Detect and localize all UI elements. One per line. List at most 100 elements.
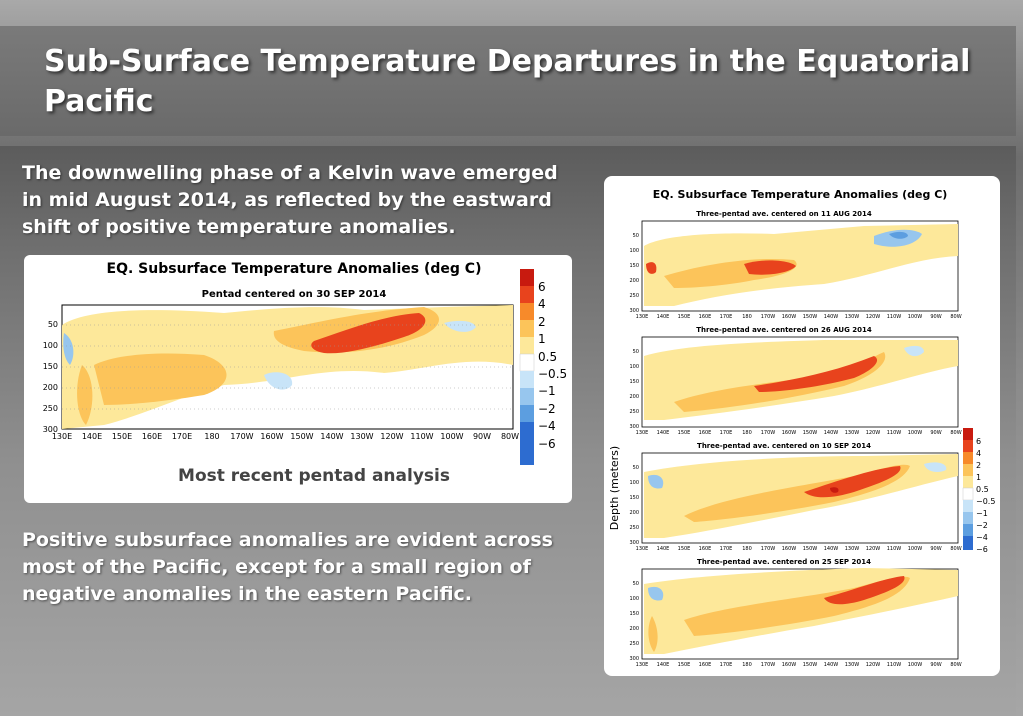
- x-tick: 180: [742, 662, 752, 668]
- x-tick: 110W: [887, 546, 902, 552]
- x-tick: 160E: [699, 430, 712, 436]
- x-tick: 180: [742, 546, 752, 552]
- main-plot: EQ. Subsurface Temperature Anomalies (de…: [43, 261, 567, 486]
- x-tick: 80W: [501, 432, 519, 441]
- y-tick: 50: [633, 233, 639, 239]
- slide-title: Sub-Surface Temperature Departures in th…: [44, 44, 971, 119]
- x-tick: 160W: [782, 430, 797, 436]
- x-tick: 90W: [930, 430, 941, 436]
- x-tick: 180: [204, 432, 219, 441]
- legend-label: −6: [976, 545, 988, 554]
- y-tick: 50: [48, 320, 58, 329]
- x-tick: 170W: [761, 314, 776, 320]
- legend-label: −2: [538, 402, 556, 416]
- x-tick: 90W: [930, 662, 941, 668]
- y-tick: 300: [629, 424, 639, 430]
- legend-label: 0.5: [976, 485, 989, 494]
- x-tick: 80W: [950, 314, 961, 320]
- series-plot: EQ. Subsurface Temperature Anomalies (de…: [608, 188, 995, 668]
- y-tick: 150: [629, 495, 639, 501]
- x-tick: 170W: [761, 430, 776, 436]
- legend-swatch: [519, 353, 535, 372]
- x-tick: 100W: [908, 430, 923, 436]
- main-y-ticks: 50 100 150 200 250 300: [43, 320, 58, 434]
- panel-10-sep: Three-pentad ave. centered on 10 SEP 201…: [629, 428, 995, 554]
- x-tick: 130W: [350, 432, 373, 441]
- main-plot-title: EQ. Subsurface Temperature Anomalies (de…: [107, 261, 482, 277]
- x-tick: 170E: [172, 432, 192, 441]
- x-tick: 150W: [803, 314, 818, 320]
- x-tick: 160E: [699, 314, 712, 320]
- main-plot-caption: Most recent pentad analysis: [178, 466, 450, 486]
- legend-label: 4: [976, 449, 981, 458]
- x-tick: 170E: [720, 430, 733, 436]
- x-tick: 100W: [440, 432, 463, 441]
- y-tick: 300: [629, 656, 639, 662]
- x-tick: 140E: [657, 314, 670, 320]
- x-tick: 130E: [636, 662, 649, 668]
- y-tick: 250: [629, 409, 639, 415]
- legend-label: −0.5: [538, 367, 567, 381]
- main-plot-area: [61, 304, 514, 430]
- x-tick: 120W: [866, 314, 881, 320]
- x-tick: 170W: [230, 432, 253, 441]
- legend-swatch: [520, 286, 534, 303]
- panel-11-aug: Three-pentad ave. centered on 11 AUG 201…: [629, 210, 961, 320]
- series-plot-title: EQ. Subsurface Temperature Anomalies (de…: [653, 188, 948, 201]
- x-tick: 170W: [761, 662, 776, 668]
- y-tick: 200: [629, 394, 639, 400]
- panel-26-aug: Three-pentad ave. centered on 26 AUG 201…: [629, 326, 961, 436]
- x-tick: 160W: [782, 546, 797, 552]
- x-tick: 160E: [142, 432, 162, 441]
- x-tick: 140E: [657, 430, 670, 436]
- y-tick: 100: [43, 341, 58, 350]
- y-tick: 250: [629, 293, 639, 299]
- x-tick: 180: [742, 314, 752, 320]
- x-tick: 140E: [657, 546, 670, 552]
- x-tick: 90W: [930, 314, 941, 320]
- x-tick: 140E: [82, 432, 102, 441]
- x-tick: 130E: [52, 432, 72, 441]
- x-tick: 140W: [824, 314, 839, 320]
- panel-subtitle: Three-pentad ave. centered on 11 AUG 201…: [696, 210, 872, 218]
- legend-label: −1: [538, 384, 556, 398]
- x-tick: 110W: [887, 314, 902, 320]
- x-tick: 150E: [678, 430, 691, 436]
- legend-swatch: [520, 388, 534, 405]
- legend-swatch: [520, 320, 534, 337]
- legend-swatch: [520, 337, 534, 354]
- x-tick: 140W: [320, 432, 343, 441]
- y-tick: 250: [629, 525, 639, 531]
- x-tick: 80W: [950, 546, 961, 552]
- x-tick: 120W: [866, 662, 881, 668]
- y-tick: 150: [629, 611, 639, 617]
- x-tick: 150W: [290, 432, 313, 441]
- x-tick: 90W: [930, 546, 941, 552]
- x-tick: 160W: [260, 432, 283, 441]
- x-tick: 140W: [824, 546, 839, 552]
- x-tick: 150E: [112, 432, 132, 441]
- legend-label: 6: [538, 280, 546, 294]
- y-tick: 200: [629, 278, 639, 284]
- x-tick: 150W: [803, 662, 818, 668]
- x-tick: 110W: [887, 430, 902, 436]
- x-tick: 130W: [845, 314, 860, 320]
- x-tick: 140W: [824, 662, 839, 668]
- series-plot-card: EQ. Subsurface Temperature Anomalies (de…: [604, 176, 1000, 676]
- legend-swatch: [520, 371, 534, 388]
- y-tick: 300: [43, 425, 58, 434]
- legend-label: −4: [976, 533, 988, 542]
- y-tick: 300: [629, 308, 639, 314]
- y-tick: 200: [43, 383, 58, 392]
- y-tick: 50: [633, 581, 639, 587]
- panel-subtitle: Three-pentad ave. centered on 10 SEP 201…: [697, 442, 871, 450]
- x-tick: 150W: [803, 430, 818, 436]
- x-tick: 80W: [950, 430, 961, 436]
- x-tick: 150W: [803, 546, 818, 552]
- x-tick: 130W: [845, 546, 860, 552]
- x-tick: 110W: [410, 432, 433, 441]
- main-plot-subtitle: Pentad centered on 30 SEP 2014: [202, 289, 387, 300]
- y-tick: 150: [629, 379, 639, 385]
- legend-label: −2: [976, 521, 988, 530]
- x-tick: 130W: [845, 662, 860, 668]
